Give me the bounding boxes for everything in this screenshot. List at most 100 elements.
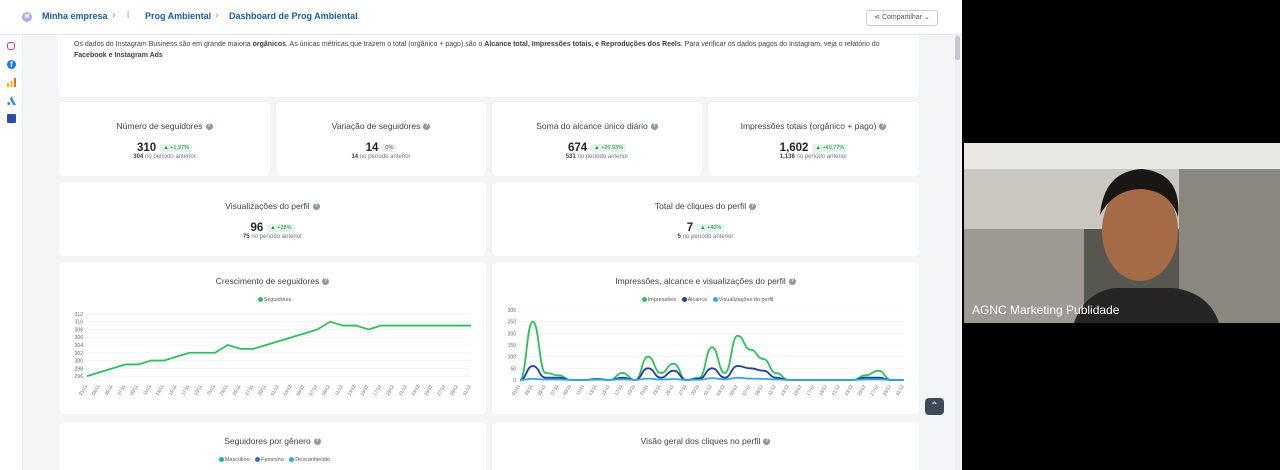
facebook-icon[interactable]: f — [7, 60, 16, 69]
y-tick-label: 50 — [510, 366, 516, 372]
x-tick-label: 05/11 — [537, 384, 547, 397]
x-tick-label: 29/11 — [257, 384, 267, 397]
scrollbar[interactable] — [955, 35, 960, 470]
kpi-title: Impressões totais (orgânico + pago)? — [740, 121, 887, 131]
y-tick-label: 300 — [75, 359, 84, 365]
kpi-card-impressions: Impressões totais (orgânico + pago)? 1,6… — [708, 102, 919, 176]
help-icon[interactable]: ? — [749, 203, 757, 211]
legend-swatch — [681, 297, 687, 303]
x-tick-label: 13/12 — [780, 384, 790, 397]
kpi-previous: 14 no período anterior — [351, 154, 411, 160]
kpi-previous: 5 no período anterior — [677, 234, 734, 240]
x-tick-label: 13/11 — [155, 384, 165, 397]
x-tick-label: 31/12 — [895, 384, 905, 397]
x-tick-label: 21/11 — [639, 384, 649, 397]
x-tick-label: 21/12 — [831, 384, 841, 397]
kpi-previous: 75 no período anterior — [242, 234, 303, 240]
help-icon[interactable]: ? — [763, 438, 771, 446]
chart-card-gender: Seguidores por gênero? Masculino Feminin… — [59, 422, 486, 470]
instagram-icon[interactable] — [7, 42, 15, 50]
y-tick-label: 296 — [75, 374, 84, 380]
webcam-video: AGNC Marketing Publidade — [964, 143, 1280, 323]
x-tick-label: 25/12 — [856, 384, 866, 397]
x-tick-label: 15/12 — [792, 384, 802, 397]
project-icon: ⌊ — [127, 10, 131, 19]
y-tick-label: 308 — [75, 327, 84, 333]
trend-badge: ▲ +40,77% — [812, 143, 848, 152]
x-tick-label: 29/11 — [690, 384, 700, 397]
kpi-card-reach: Soma do alcance único diário? 674 ▲ +26,9… — [492, 102, 702, 176]
x-tick-label: 09/11 — [562, 384, 572, 397]
x-tick-label: 19/11 — [626, 384, 636, 397]
trend-badge: ▲ +40% — [697, 223, 725, 232]
chart-legend: Impressões Alcance Visualizações do perf… — [492, 297, 919, 303]
kpi-card-followers: Número de seguidores? 310 ▲ +1,97% 304 no… — [59, 102, 270, 176]
legend-label: Seguidores — [263, 297, 292, 303]
x-tick-label: 17/12 — [372, 384, 382, 397]
share-icon: ⋖ — [874, 14, 880, 21]
help-icon[interactable]: ? — [650, 123, 658, 131]
participant-name: AGNC Marketing Publidade — [972, 303, 1120, 317]
help-icon[interactable]: ? — [788, 278, 796, 286]
x-tick-label: 01/11 — [78, 384, 88, 397]
chevron-right-icon: › — [112, 10, 116, 21]
x-tick-label: 29/12 — [449, 384, 459, 397]
help-icon[interactable]: ? — [312, 203, 320, 211]
breadcrumb-workspace[interactable]: Minha empresa — [42, 11, 108, 21]
y-tick-label: 0 — [513, 378, 516, 384]
x-tick-label: 23/12 — [844, 384, 854, 397]
kpi-title: Total de cliques do perfil? — [654, 201, 757, 211]
x-tick-label: 09/12 — [754, 384, 764, 397]
series-line — [519, 320, 904, 381]
x-tick-label: 21/12 — [398, 384, 408, 397]
help-icon[interactable]: ? — [205, 123, 213, 131]
webcam-feed-image — [964, 143, 1280, 323]
top-bar: M Minha empresa › ⌊ Prog Ambiental › Das… — [0, 0, 962, 35]
legend-swatch — [257, 297, 263, 303]
x-tick-label: 07/11 — [549, 384, 559, 397]
book-icon[interactable] — [7, 114, 16, 123]
kpi-value: 1,602 — [779, 141, 809, 154]
x-tick-label: 05/11 — [104, 384, 114, 397]
x-tick-label: 15/11 — [168, 384, 178, 397]
kpi-card-follower-variation: Variação de seguidores? 14 0% 14 no perío… — [276, 102, 486, 176]
kpi-previous: 1,138 no período anterior — [779, 154, 848, 160]
legend-swatch — [255, 457, 261, 463]
x-tick-label: 01/12 — [270, 384, 280, 397]
help-icon[interactable]: ? — [423, 123, 431, 131]
x-tick-label: 07/12 — [308, 384, 318, 397]
trend-badge: ▲ +26,93% — [591, 143, 627, 152]
x-tick-label: 21/11 — [206, 384, 216, 397]
share-button[interactable]: ⋖ Compartilhar ⌄ — [866, 10, 938, 26]
x-tick-label: 27/12 — [436, 384, 446, 397]
chart-legend: Seguidores — [59, 297, 486, 303]
x-tick-label: 15/11 — [601, 384, 611, 397]
chart-card-profile-clicks: Visão geral dos cliques no perfil? — [492, 422, 919, 470]
chevron-down-icon: ⌄ — [923, 14, 930, 21]
kpi-title: Soma do alcance único diário? — [536, 121, 658, 131]
dashboard-app: M Minha empresa › ⌊ Prog Ambiental › Das… — [0, 0, 962, 470]
x-tick-label: 17/11 — [180, 384, 190, 397]
legend-label: Visualizações do perfil — [718, 297, 774, 303]
kpi-value: 7 — [686, 221, 694, 234]
analytics-icon[interactable] — [7, 78, 16, 87]
scroll-to-top-button[interactable]: ⌃ — [925, 398, 944, 415]
legend-label: Impressões — [647, 297, 677, 303]
google-ads-icon[interactable] — [7, 96, 16, 105]
help-icon[interactable]: ? — [879, 123, 887, 131]
kpi-card-profile-clicks: Total de cliques do perfil? 7 ▲ +40% 5 no… — [492, 182, 919, 256]
help-icon[interactable]: ? — [322, 278, 330, 286]
kpi-previous: 531 no período anterior — [565, 154, 629, 160]
scrollbar-thumb[interactable] — [955, 36, 960, 60]
help-icon[interactable]: ? — [313, 438, 321, 446]
breadcrumb-dashboard[interactable]: Dashboard de Prog Ambiental — [229, 11, 358, 21]
legend-label: Feminino — [261, 457, 284, 463]
legend-label: Desconhecido — [295, 457, 331, 463]
y-tick-label: 312 — [75, 312, 84, 318]
y-tick-label: 310 — [75, 320, 84, 326]
workspace-logo-icon[interactable]: M — [22, 12, 32, 22]
legend-swatch — [218, 457, 224, 463]
breadcrumb-project[interactable]: Prog Ambiental — [145, 11, 212, 21]
x-tick-label: 11/12 — [334, 384, 344, 397]
